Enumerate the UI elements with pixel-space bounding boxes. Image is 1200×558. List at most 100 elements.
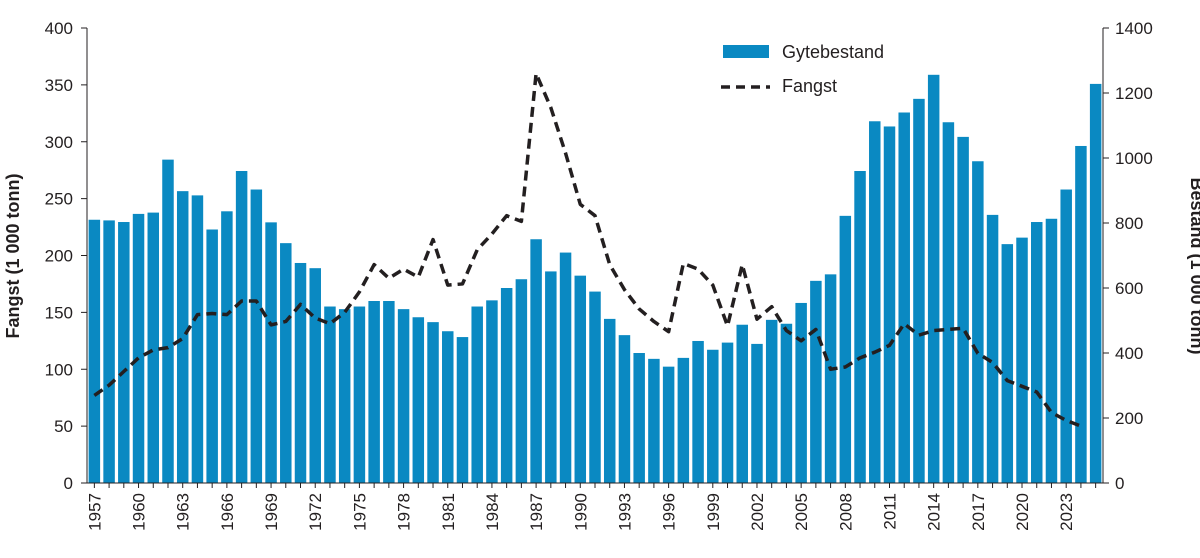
x-tick-label: 1975 (350, 493, 369, 531)
x-axis-ticks: 1957 1960 1963 1966 1969 1972 1975 1978 1981 1984… (85, 483, 1097, 531)
bar-1999 (707, 349, 719, 483)
x-tick-label: 2020 (1013, 493, 1032, 531)
x-tick-label: 1984 (483, 493, 502, 531)
legend: Gytebestand Fangst (721, 42, 884, 96)
left-tick-label: 0 (64, 474, 73, 493)
right-tick-label: 200 (1115, 409, 1143, 428)
x-tick-label: 2002 (748, 493, 767, 531)
bar-1971 (294, 262, 307, 483)
bar-2005 (795, 302, 807, 483)
bar-1996 (662, 366, 675, 483)
x-tick-label: 1972 (306, 493, 325, 531)
bar-2010 (869, 121, 881, 484)
bar-1970 (280, 243, 292, 483)
bar-1979 (412, 317, 425, 483)
legend-swatch-gytebestand (723, 45, 769, 58)
bar-2007 (824, 274, 837, 483)
bar-2016 (957, 136, 969, 484)
y-axis-right-title: Bestand (1 000 tonn) (1187, 177, 1200, 354)
bar-1967 (235, 171, 248, 483)
bar-1980 (427, 322, 439, 484)
bar-2003 (765, 319, 778, 483)
bar-1963 (176, 191, 189, 483)
left-tick-label: 350 (45, 76, 73, 95)
left-tick-label: 150 (45, 303, 73, 322)
bar-1974 (338, 309, 351, 484)
right-axis-ticks: 0 200 400 600 800 1000 1200 1400 (1103, 19, 1153, 493)
x-tick-label: 2011 (880, 493, 899, 530)
bar-1992 (603, 318, 616, 484)
bar-1962 (162, 159, 174, 484)
right-tick-label: 800 (1115, 214, 1143, 233)
bar-1991 (589, 291, 601, 483)
right-tick-label: 600 (1115, 279, 1143, 298)
bar-1961 (147, 212, 160, 483)
bar-1965 (206, 229, 218, 483)
bar-series-gytebestand (88, 74, 1102, 484)
bar-2001 (736, 324, 748, 483)
bar-1977 (383, 301, 395, 483)
bar-1966 (221, 211, 233, 484)
x-tick-label: 1981 (439, 493, 458, 531)
bar-2021 (1031, 222, 1043, 483)
x-tick-label: 1978 (395, 493, 414, 531)
bar-1987 (530, 239, 542, 483)
right-tick-label: 400 (1115, 344, 1143, 363)
x-tick-label: 1987 (527, 493, 546, 531)
bar-1957 (88, 219, 101, 483)
bar-1982 (456, 337, 469, 483)
bar-2019 (1001, 244, 1014, 484)
bar-1989 (559, 252, 572, 483)
bar-2025 (1089, 83, 1102, 484)
right-tick-label: 1400 (1115, 19, 1153, 38)
bar-2013 (913, 98, 925, 483)
bar-1981 (442, 331, 454, 483)
x-tick-label: 1969 (262, 493, 281, 531)
y-axis-left-title: Fangst (1 000 tonn) (3, 173, 23, 338)
bar-1993 (618, 335, 631, 484)
left-tick-label: 100 (45, 360, 73, 379)
bar-1973 (324, 306, 336, 483)
bar-1995 (648, 358, 660, 483)
legend-label-fangst: Fangst (782, 76, 837, 96)
bar-1997 (677, 357, 690, 484)
bar-1988 (545, 271, 557, 483)
bar-1960 (132, 213, 145, 483)
bar-2008 (839, 215, 852, 483)
left-tick-label: 50 (54, 417, 73, 436)
bar-1994 (633, 353, 645, 483)
bar-1959 (118, 222, 130, 483)
bar-2020 (1016, 237, 1028, 484)
right-tick-label: 1200 (1115, 84, 1153, 103)
bar-2023 (1060, 189, 1072, 483)
x-tick-label: 2017 (969, 493, 988, 531)
bar-2006 (810, 280, 822, 483)
x-tick-label: 1993 (615, 493, 634, 531)
right-tick-label: 0 (1115, 474, 1124, 493)
x-tick-label: 1996 (660, 493, 679, 531)
x-tick-label: 2014 (925, 493, 944, 531)
bar-2017 (972, 161, 984, 483)
bar-2002 (751, 343, 763, 483)
bar-2015 (942, 122, 955, 483)
bar-2004 (780, 323, 793, 483)
bar-2018 (986, 214, 999, 484)
bar-1964 (191, 195, 204, 484)
x-tick-label: 2023 (1057, 493, 1076, 531)
bar-1972 (309, 268, 321, 483)
bar-2009 (854, 171, 866, 483)
x-tick-label: 1957 (85, 493, 104, 531)
x-tick-label: 2005 (792, 493, 811, 531)
left-tick-label: 250 (45, 190, 73, 209)
bar-1958 (103, 220, 115, 483)
bar-1998 (692, 340, 704, 483)
left-axis-ticks: 0 50 100 150 200 250 300 350 400 (45, 19, 87, 493)
x-tick-label: 1966 (218, 493, 237, 531)
bar-1969 (265, 222, 277, 483)
x-tick-label: 2008 (836, 493, 855, 531)
x-tick-label: 1990 (571, 493, 590, 531)
bar-1968 (250, 189, 263, 483)
left-tick-label: 200 (45, 247, 73, 266)
bar-1978 (397, 309, 410, 484)
